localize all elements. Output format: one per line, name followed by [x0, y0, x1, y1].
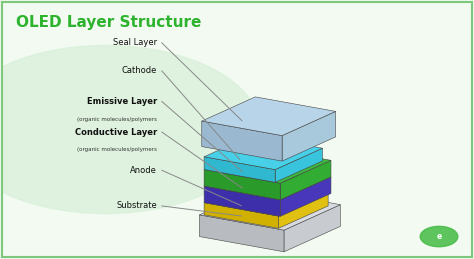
Polygon shape — [204, 180, 328, 216]
Polygon shape — [204, 135, 322, 170]
Polygon shape — [280, 177, 331, 217]
Text: Cathode: Cathode — [122, 66, 157, 75]
Polygon shape — [204, 186, 280, 217]
Text: (organic molecules/polymers: (organic molecules/polymers — [77, 117, 157, 122]
Text: Substrate: Substrate — [117, 202, 157, 211]
Polygon shape — [202, 97, 336, 136]
Text: e: e — [437, 232, 442, 241]
Text: Anode: Anode — [130, 166, 157, 175]
Polygon shape — [200, 215, 284, 252]
Text: OLED Layer Structure: OLED Layer Structure — [16, 15, 201, 30]
Polygon shape — [204, 163, 331, 200]
Polygon shape — [204, 147, 331, 183]
Text: (organic molecules/polymers: (organic molecules/polymers — [77, 147, 157, 152]
Text: Conductive Layer: Conductive Layer — [75, 127, 157, 136]
Polygon shape — [282, 111, 336, 161]
Polygon shape — [202, 121, 282, 161]
Polygon shape — [280, 160, 331, 200]
Circle shape — [0, 45, 261, 214]
Polygon shape — [284, 205, 340, 252]
Polygon shape — [200, 189, 340, 230]
Polygon shape — [279, 194, 328, 228]
Circle shape — [420, 226, 458, 247]
Polygon shape — [204, 203, 279, 228]
Text: Emissive Layer: Emissive Layer — [87, 97, 157, 106]
Polygon shape — [204, 157, 275, 182]
Polygon shape — [204, 169, 280, 200]
Text: Seal Layer: Seal Layer — [113, 38, 157, 47]
Polygon shape — [275, 148, 322, 182]
